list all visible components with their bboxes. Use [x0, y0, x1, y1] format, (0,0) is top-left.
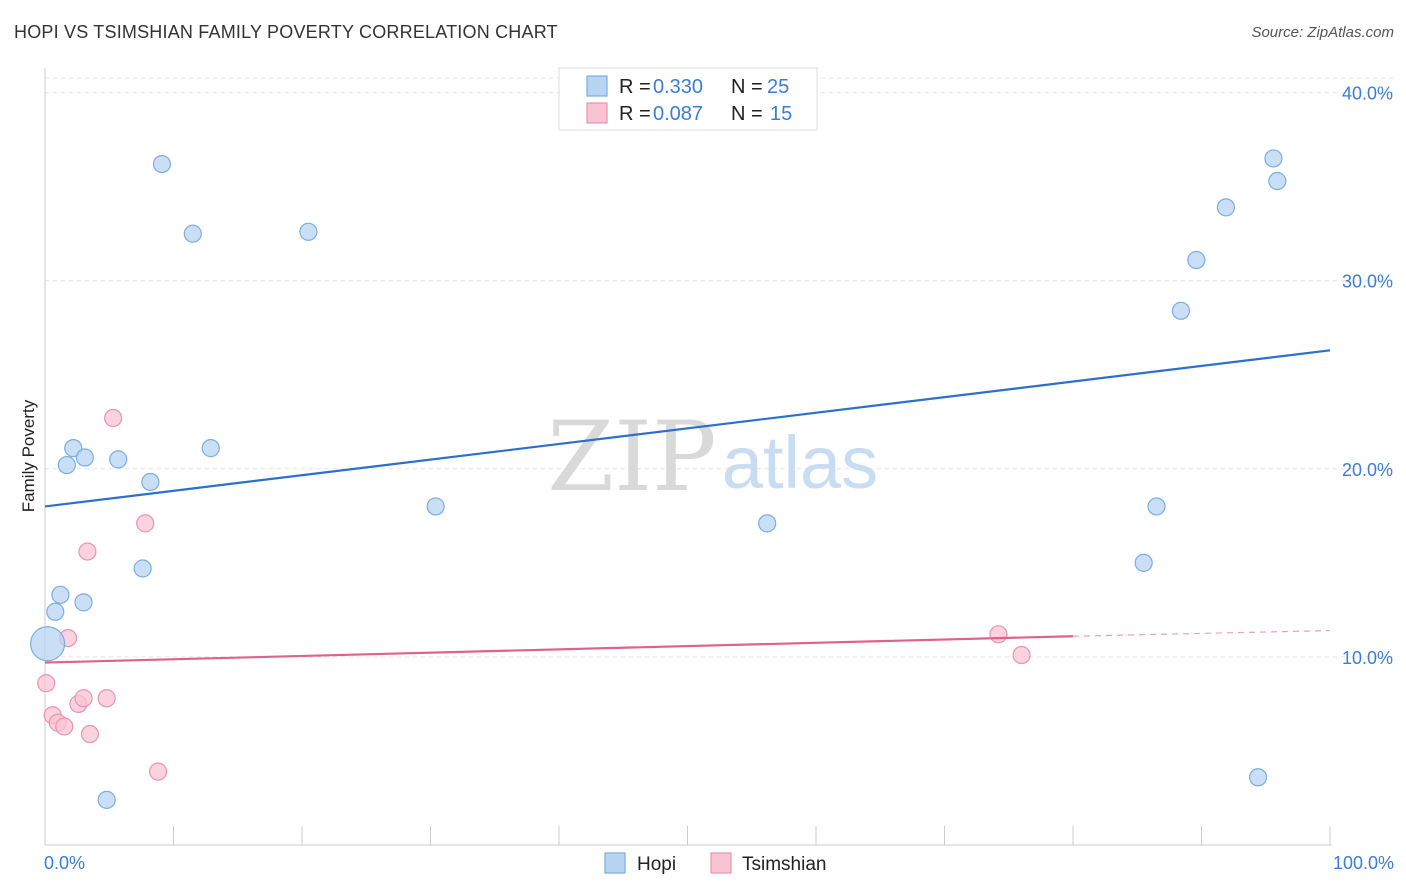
tsimshian-point-8 [80, 724, 100, 744]
tsimshian-points [37, 408, 1031, 781]
hopi-point-13 [201, 439, 220, 458]
legend-tsim-n-label: N = [731, 103, 763, 125]
hopi-point-15 [426, 497, 445, 516]
legend-hopi-r-value: 0.330 [653, 76, 703, 98]
y-tick-label-40: 40.0% [1342, 84, 1393, 104]
hopi-point-21 [1216, 198, 1236, 217]
legend-bottom: Hopi Tsimshian [604, 852, 826, 875]
y-tick-label-20: 20.0% [1342, 460, 1393, 480]
bottom-legend-swatch-hopi [604, 852, 626, 874]
x-tick-label-min: 0.0% [44, 853, 85, 873]
hopi-point-18 [1147, 497, 1166, 516]
hopi-point-12 [183, 224, 202, 243]
hopi-point-1 [46, 602, 65, 621]
legend-hopi-n-label: N = [731, 76, 763, 98]
tsimshian-point-7 [78, 542, 97, 561]
legend-tsim-n-value: 15 [770, 103, 792, 125]
legend-top: R = 0.330 N = 25 R = 0.087 N = 15 [558, 67, 818, 131]
tsimshian-trend-extension [1072, 629, 1331, 637]
x-tick-label-max: 100.0% [1333, 853, 1394, 873]
y-tick-labels: 10.0% 20.0% 30.0% 40.0% [1342, 84, 1393, 668]
hopi-point-9 [133, 559, 152, 578]
y-tick-label-30: 30.0% [1342, 272, 1393, 292]
legend-hopi-n-value: 25 [767, 76, 789, 98]
x-tick-marks [44, 826, 1331, 845]
legend-tsim-r-label: R = [619, 103, 651, 125]
hopi-point-11 [152, 154, 172, 174]
watermark-atlas: atlas [722, 421, 878, 504]
y-tick-label-10: 10.0% [1342, 648, 1393, 668]
legend-swatch-hopi [586, 75, 608, 97]
y-axis-label: Family Poverty [19, 399, 38, 512]
chart-source: Source: ZipAtlas.com [1251, 24, 1394, 41]
tsimshian-point-6 [74, 689, 93, 708]
tsimshian-trend-line [44, 635, 1074, 664]
hopi-point-19 [1171, 301, 1191, 320]
tsimshian-point-0 [37, 674, 56, 693]
hopi-point-5 [74, 593, 93, 612]
tsimshian-point-11 [136, 514, 155, 533]
hopi-point-16 [758, 514, 777, 533]
hopi-point-22 [1248, 768, 1268, 787]
hopi-point-14 [299, 222, 318, 241]
bottom-legend-label-tsimshian: Tsimshian [742, 854, 826, 875]
tsimshian-point-10 [104, 408, 123, 428]
hopi-trend-line [44, 349, 1331, 508]
tsimshian-point-3 [55, 717, 74, 736]
bottom-legend-swatch-tsimshian [710, 852, 732, 874]
bottom-legend-label-hopi: Hopi [637, 854, 676, 875]
svg-text:R =: R = [619, 76, 651, 98]
hopi-points [29, 149, 1287, 809]
tsimshian-point-9 [97, 689, 116, 708]
trend-lines [44, 349, 1331, 664]
hopi-point-8 [109, 450, 128, 469]
hopi-point-23 [1264, 149, 1283, 168]
hopi-point-7 [97, 790, 116, 809]
tsimshian-point-12 [148, 762, 168, 781]
hopi-point-10 [141, 472, 160, 492]
hopi-point-6 [75, 448, 94, 467]
legend-hopi-r-label: R = [619, 76, 651, 98]
chart-title: HOPI VS TSIMSHIAN FAMILY POVERTY CORRELA… [14, 22, 558, 42]
legend-swatch-tsimshian [586, 102, 608, 124]
legend-tsim-r-value: 0.087 [653, 103, 703, 125]
watermark-zip: ZIP [547, 401, 716, 513]
hopi-point-17 [1134, 553, 1153, 572]
tsimshian-point-14 [1012, 645, 1031, 665]
hopi-point-2 [51, 585, 70, 604]
hopi-point-0 [29, 626, 66, 662]
hopi-point-3 [57, 455, 76, 475]
watermark: ZIP atlas [547, 401, 878, 513]
hopi-point-24 [1268, 171, 1287, 191]
hopi-point-20 [1187, 250, 1206, 270]
tsimshian-point-13 [989, 625, 1008, 644]
